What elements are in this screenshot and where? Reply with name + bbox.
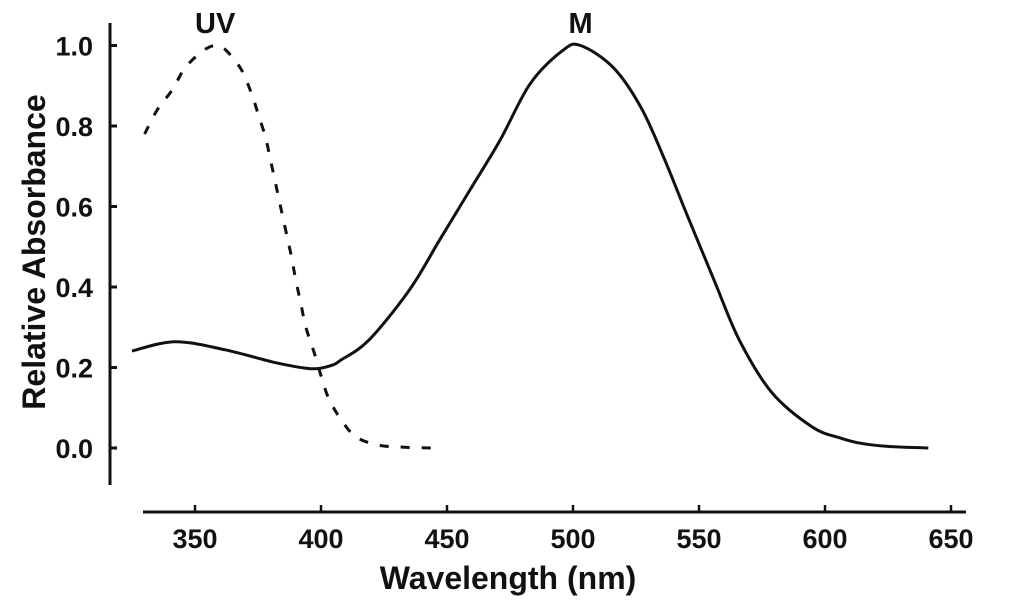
y-tick-label: 0.8 xyxy=(55,112,93,142)
series-layer xyxy=(131,42,929,450)
y-tick-label: 0.6 xyxy=(55,193,93,223)
x-tick-label: 550 xyxy=(676,524,721,554)
y-tick-label: 0.2 xyxy=(55,354,93,384)
series-line-uv xyxy=(143,43,432,450)
x-tick-label: 500 xyxy=(550,524,595,554)
x-tick-label: 600 xyxy=(802,524,847,554)
x-axis-title: Wavelength (nm) xyxy=(380,560,637,596)
series-label-m: M xyxy=(568,8,592,40)
x-tick-label: 450 xyxy=(424,524,469,554)
annotations: UV M xyxy=(195,8,593,40)
x-tick-label: 400 xyxy=(298,524,343,554)
y-tick-label: 1.0 xyxy=(55,32,93,62)
x-tick-label: 350 xyxy=(172,524,217,554)
x-tick-label: 650 xyxy=(928,524,973,554)
axes xyxy=(108,23,966,514)
y-tick-label: 0.4 xyxy=(55,273,93,303)
y-ticks: 0.0 0.2 0.4 0.6 0.8 1.0 xyxy=(55,32,117,464)
series-line-m xyxy=(131,42,929,450)
x-ticks: 350 400 450 500 550 600 650 xyxy=(172,505,974,554)
y-tick-label: 0.0 xyxy=(55,434,93,464)
y-axis-title: Relative Absorbance xyxy=(16,94,52,409)
series-label-uv: UV xyxy=(195,8,236,40)
